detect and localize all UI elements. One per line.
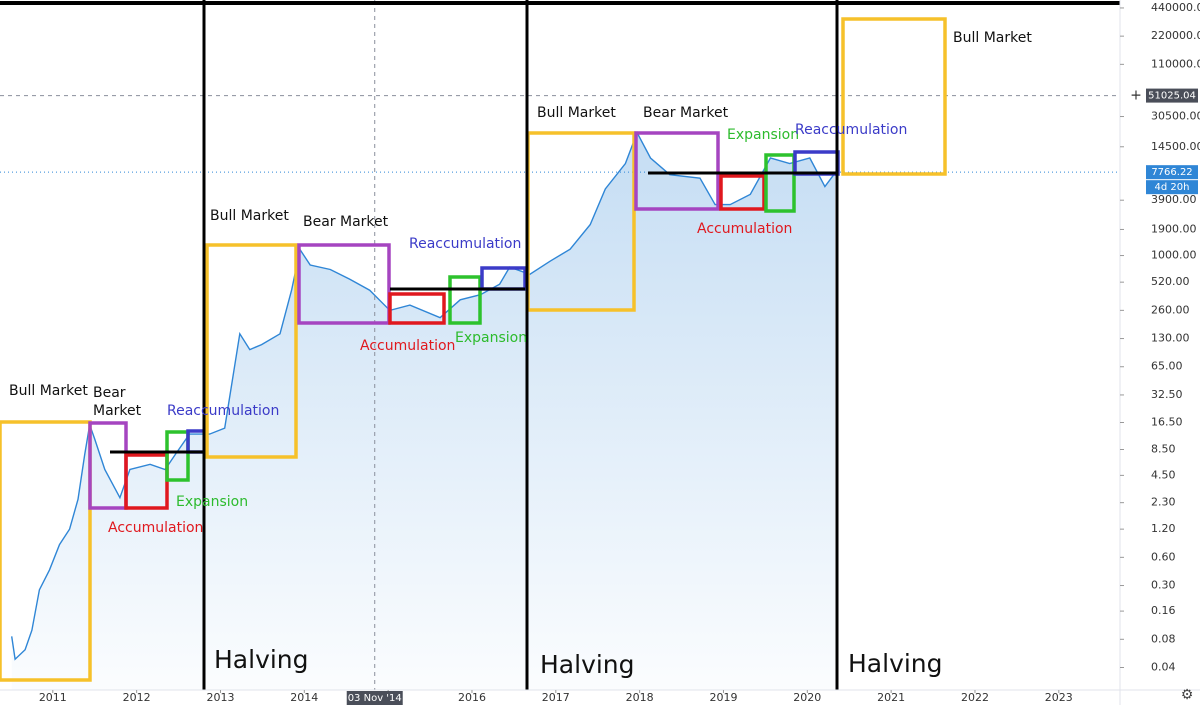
y-tick-label: 14500.00 <box>1151 140 1200 153</box>
annotation: Accumulation <box>108 520 203 536</box>
annotation: Bear Market <box>643 105 729 121</box>
y-tick-label: 65.00 <box>1151 360 1183 373</box>
annotation: Halving <box>540 650 635 679</box>
last-price-label: 7766.22 <box>1151 167 1192 178</box>
annotation: Market <box>93 403 142 419</box>
y-tick-label: 110000.00 <box>1151 57 1200 70</box>
annotation: Reaccumulation <box>409 236 521 252</box>
settings-icon[interactable]: ⚙ <box>1181 687 1194 703</box>
crosshair-y-badge <box>1146 88 1198 103</box>
y-tick-label: 1000.00 <box>1151 249 1197 262</box>
annotation: Accumulation <box>360 338 455 354</box>
y-tick-label: 30500.00 <box>1151 110 1200 123</box>
y-tick-label: 1900.00 <box>1151 222 1197 235</box>
annotation: Expansion <box>455 330 527 346</box>
y-tick-label: 520.00 <box>1151 275 1190 288</box>
y-tick-label: 3900.00 <box>1151 193 1197 206</box>
y-tick-label: 440000.00 <box>1151 1 1200 14</box>
plot-area <box>0 0 1120 690</box>
countdown-badge <box>1146 180 1198 195</box>
annotation: Bull Market <box>953 30 1032 46</box>
annotation: Bull Market <box>537 105 616 121</box>
time-axis <box>0 690 1200 705</box>
x-tick-label: 2012 <box>123 691 151 704</box>
box <box>165 430 190 482</box>
box <box>634 131 720 211</box>
annotation: Accumulation <box>697 221 792 237</box>
annotation-boxes <box>0 0 1200 690</box>
add-button: + <box>1130 88 1142 104</box>
y-tick-label: 0.60 <box>1151 550 1176 563</box>
box <box>205 243 298 459</box>
x-tick-label: 2021 <box>877 691 905 704</box>
crosshair-x-badge <box>346 691 403 705</box>
x-tick-label: 2017 <box>542 691 570 704</box>
x-tick-label: 2013 <box>206 691 234 704</box>
annotation: Halving <box>848 649 943 678</box>
y-tick-label: 4.50 <box>1151 468 1176 481</box>
x-tick-label: 2022 <box>961 691 989 704</box>
annotation: Reaccumulation <box>795 122 907 138</box>
box <box>0 420 92 682</box>
crosshair-x-label: 03 Nov '14 <box>348 693 402 704</box>
y-tick-label: 1.20 <box>1151 522 1176 535</box>
annotation: Reaccumulation <box>167 403 279 419</box>
y-tick-label: 0.30 <box>1151 579 1176 592</box>
box <box>388 292 446 325</box>
countdown-label: 4d 20h <box>1155 182 1190 193</box>
y-tick-label: 130.00 <box>1151 332 1190 345</box>
crosshair-y-label: 51025.04 <box>1148 91 1196 102</box>
y-tick-label: 16.50 <box>1151 416 1183 429</box>
x-tick-label: 2016 <box>458 691 486 704</box>
annotation: Expansion <box>176 494 248 510</box>
x-tick-label: 2018 <box>626 691 654 704</box>
box <box>297 243 391 325</box>
y-tick-label: 0.04 <box>1151 660 1176 673</box>
y-tick-label: 220000.00 <box>1151 29 1200 42</box>
price-axis <box>1120 0 1200 705</box>
box <box>764 153 796 213</box>
x-tick-label: 2020 <box>793 691 821 704</box>
box <box>448 275 482 325</box>
annotation: Halving <box>214 645 309 674</box>
y-tick-label: 0.16 <box>1151 604 1176 617</box>
box <box>719 174 766 211</box>
y-tick-label: 2.30 <box>1151 496 1176 509</box>
area <box>11 132 835 690</box>
x-tick-label: 2011 <box>39 691 67 704</box>
x-tick-label: 2023 <box>1045 691 1073 704</box>
y-tick-label: 8.50 <box>1151 442 1176 455</box>
x-tick-label: 2014 <box>290 691 318 704</box>
annotations: Bull Market Bear Market Reaccumulation A… <box>9 30 1032 679</box>
box <box>841 17 947 176</box>
annotation: Bull Market <box>210 208 289 224</box>
annotation: Bear Market <box>303 214 389 230</box>
x-tick-label: 2019 <box>709 691 737 704</box>
y-tick-label: 0.08 <box>1151 632 1176 645</box>
last-price-badge <box>1146 165 1198 180</box>
y-tick-label: 32.50 <box>1151 388 1183 401</box>
y-tick-label: 260.00 <box>1151 303 1190 316</box>
annotation: Bear <box>93 385 126 401</box>
annotation: Bull Market <box>9 383 88 399</box>
annotation: Expansion <box>727 127 799 143</box>
